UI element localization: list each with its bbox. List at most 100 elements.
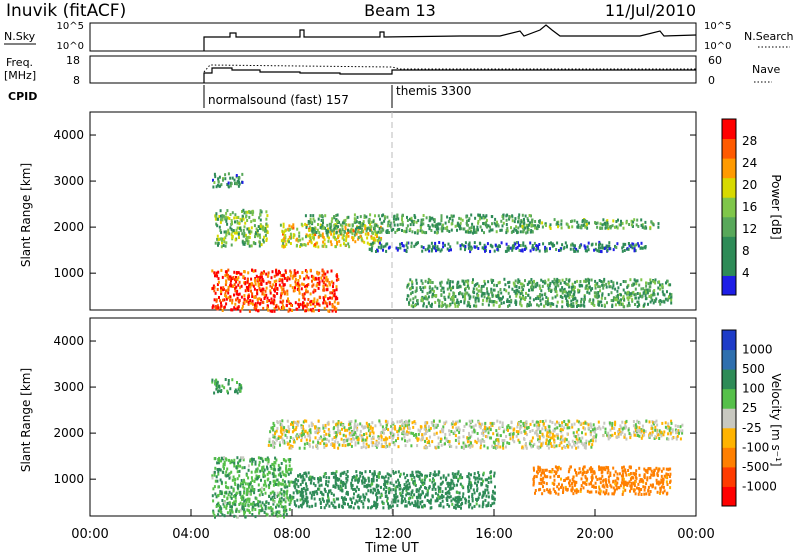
scatter-cell	[544, 245, 547, 249]
scatter-cell	[239, 286, 242, 290]
scatter-cell	[602, 286, 605, 290]
scatter-cell	[282, 287, 285, 291]
scatter-cell	[450, 222, 453, 226]
scatter-cell	[260, 281, 263, 285]
scatter-cell	[410, 444, 413, 448]
scatter-cell	[570, 303, 573, 306]
scatter-cell	[292, 420, 295, 424]
scatter-cell	[243, 499, 246, 503]
scatter-cell	[258, 286, 261, 290]
scatter-cell	[261, 290, 264, 294]
scatter-cell	[438, 299, 441, 303]
scatter-cell	[563, 290, 566, 294]
scatter-cell	[457, 280, 460, 284]
scatter-cell	[549, 436, 552, 440]
scatter-cell	[270, 466, 273, 470]
scatter-cell	[248, 500, 251, 504]
scatter-cell	[594, 439, 597, 443]
scatter-cell	[436, 248, 439, 252]
scatter-cell	[245, 500, 248, 504]
scatter-cell	[262, 306, 265, 310]
scatter-cell	[375, 485, 378, 489]
scatter-cell	[620, 302, 623, 306]
scatter-cell	[219, 306, 222, 310]
scatter-cell	[524, 244, 527, 248]
scatter-cell	[596, 225, 599, 229]
scatter-cell	[365, 446, 368, 450]
scatter-cell	[391, 421, 394, 425]
scatter-cell	[417, 437, 420, 441]
scatter-cell	[314, 276, 317, 280]
scatter-cell	[252, 218, 255, 222]
scatter-cell	[360, 500, 363, 504]
scatter-cell	[570, 290, 572, 294]
scatter-cell	[235, 228, 238, 232]
scatter-cell	[620, 293, 622, 297]
scatter-cell	[499, 245, 501, 248]
scatter-cell	[567, 440, 570, 444]
scatter-cell	[600, 304, 603, 308]
scatter-cell	[312, 302, 315, 306]
scatter-cell	[241, 210, 243, 213]
scatter-cell	[513, 220, 516, 224]
scatter-cell	[390, 432, 393, 435]
scatter-cell	[300, 222, 303, 226]
scatter-cell	[327, 494, 329, 498]
scatter-cell	[552, 302, 555, 306]
scatter-cell	[248, 509, 250, 513]
colorbar-cell	[722, 216, 736, 237]
scatter-cell	[462, 441, 465, 445]
scatter-cell	[362, 222, 365, 226]
scatter-cell	[544, 300, 547, 304]
scatter-cell	[428, 227, 431, 231]
scatter-cell	[583, 244, 586, 248]
scatter-cell	[512, 229, 515, 233]
scatter-cell	[434, 482, 437, 486]
scatter-cell	[366, 227, 369, 231]
scatter-cell	[258, 216, 261, 220]
scatter-cell	[546, 303, 549, 307]
scatter-cell	[283, 292, 286, 296]
scatter-cell	[399, 222, 402, 226]
scatter-cell	[239, 464, 242, 468]
scatter-cell	[213, 457, 216, 461]
scatter-cell	[553, 287, 556, 291]
scatter-cell	[289, 471, 292, 475]
scatter-cell	[261, 225, 264, 229]
scatter-cell	[556, 436, 559, 440]
scatter-cell	[397, 429, 400, 433]
scatter-cell	[301, 282, 304, 286]
scatter-cell	[556, 277, 559, 281]
scatter-cell	[548, 284, 551, 288]
scatter-cell	[472, 488, 475, 492]
scatter-cell	[271, 472, 274, 476]
scatter-cell	[313, 236, 315, 240]
scatter-cell	[561, 428, 564, 432]
scatter-cell	[517, 432, 520, 436]
scatter-cell	[237, 461, 240, 465]
scatter-cell	[341, 236, 344, 240]
scatter-cell	[223, 463, 226, 467]
scatter-cell	[627, 301, 630, 305]
scatter-cell	[585, 222, 588, 226]
scatter-cell	[214, 492, 217, 496]
scatter-cell	[369, 432, 372, 436]
scatter-cell	[286, 441, 289, 444]
scatter-cell	[349, 442, 352, 446]
scatter-cell	[641, 223, 644, 227]
scatter-cell	[327, 230, 330, 234]
scatter-cell	[395, 480, 398, 484]
scatter-cell	[566, 444, 569, 448]
scatter-cell	[444, 442, 446, 446]
scatter-cell	[392, 227, 395, 231]
scatter-cell	[514, 279, 517, 283]
scatter-cell	[551, 296, 554, 300]
scatter-cell	[233, 306, 236, 310]
scatter-cell	[305, 235, 307, 239]
scatter-cell	[584, 427, 586, 431]
scatter-cell	[296, 281, 299, 285]
scatter-cell	[266, 214, 269, 218]
scatter-cell	[302, 306, 305, 310]
scatter-cell	[386, 496, 389, 500]
scatter-cell	[337, 425, 340, 429]
